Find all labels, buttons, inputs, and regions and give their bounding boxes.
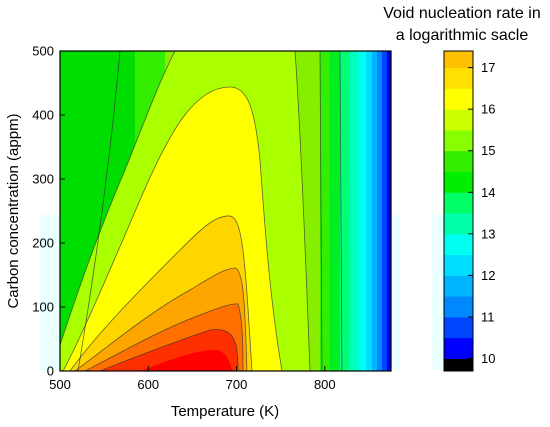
colorbar-band	[444, 316, 473, 339]
colorbar-tick-label: 13	[481, 226, 495, 241]
colorbar-band	[444, 337, 473, 359]
colorbar-title-line-1: Void nucleation rate in	[383, 5, 540, 22]
colorbar-band	[444, 171, 473, 193]
colorbar-tick-label: 11	[481, 309, 495, 324]
y-tick-label: 0	[47, 364, 54, 379]
colorbar-band	[444, 296, 473, 318]
colorbar-band	[444, 213, 473, 235]
x-tick-label: 700	[226, 377, 248, 392]
colorbar-band	[444, 88, 473, 110]
colorbar-band	[444, 67, 473, 89]
colorbar-band	[444, 275, 473, 297]
x-tick-label: 600	[137, 377, 159, 392]
colorbar-band	[444, 109, 473, 131]
y-tick-label: 400	[32, 108, 54, 123]
colorbar-band	[444, 233, 473, 256]
colorbar: 10 11 12 13 14 15 16 17	[443, 50, 495, 372]
contour-lines	[60, 51, 343, 371]
colorbar-frame	[443, 50, 474, 372]
colorbar-band	[444, 192, 473, 214]
colorbar-tick-label: 17	[481, 60, 495, 75]
colorbar-tick-label: 15	[481, 143, 495, 158]
plot-frame	[59, 50, 392, 372]
x-tick-label: 500	[49, 377, 71, 392]
contour-fill	[60, 51, 391, 371]
y-tick-label: 300	[32, 172, 54, 187]
colorbar-band	[444, 254, 473, 276]
x-axis-ticks: 500 600 700 800	[49, 366, 336, 392]
colorbar-band	[444, 51, 473, 69]
colorbar-title-line-2: a logarithmic sacle	[396, 27, 529, 44]
colorbar-tick-label: 14	[481, 185, 495, 200]
colorbar-tick-label: 12	[481, 268, 495, 283]
y-tick-label: 500	[32, 44, 54, 59]
colorbar-band	[444, 129, 473, 152]
y-tick-label: 100	[32, 300, 54, 315]
x-tick-label: 800	[314, 377, 336, 392]
x-axis-label: Temperature (K)	[171, 403, 279, 420]
colorbar-band	[444, 358, 473, 372]
colorbar-band	[444, 150, 473, 172]
colorbar-tick-label: 10	[481, 351, 495, 366]
y-axis-ticks: 0 100 200 300 400 500	[32, 44, 65, 379]
level-17-3	[140, 350, 232, 371]
y-tick-label: 200	[32, 236, 54, 251]
colorbar-tick-label: 16	[481, 102, 495, 117]
y-axis-label: Carbon concentration (appm)	[5, 113, 22, 308]
